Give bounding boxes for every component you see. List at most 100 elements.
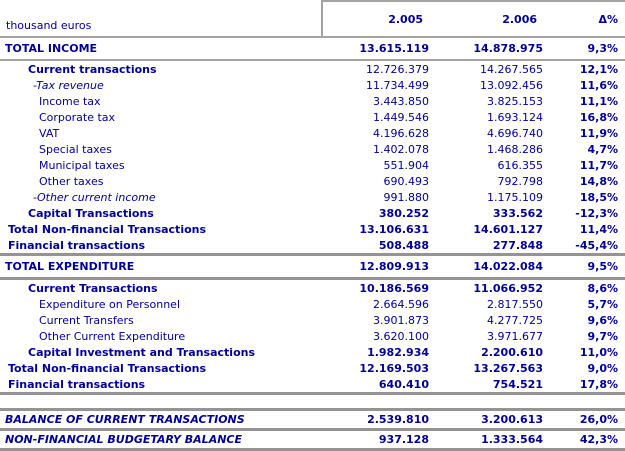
row-label: Expenditure on Personnel bbox=[39, 297, 181, 311]
value-2005: 13.615.119 bbox=[322, 37, 430, 61]
row-label: Corporate tax bbox=[39, 110, 116, 124]
row-non-financial-budgetary-balance: NON-FINANCIAL BUDGETARY BALANCE 937.128 … bbox=[0, 429, 625, 451]
value-delta: 8,6% bbox=[587, 281, 618, 295]
value-2006: 2.817.550 bbox=[487, 297, 543, 311]
row-special-taxes: Special taxes 1.402.078 1.468.286 4,7% bbox=[0, 141, 625, 157]
row-capital-investment-and-transactions: Capital Investment and Transactions 1.98… bbox=[0, 344, 625, 360]
value-2005: 3.901.873 bbox=[373, 313, 429, 327]
row-label: Income tax bbox=[39, 94, 101, 108]
value-2006: 3.200.613 bbox=[430, 409, 544, 431]
value-delta: 16,8% bbox=[579, 110, 618, 124]
spacer-cell bbox=[430, 393, 544, 411]
column-header-2005: 2.005 bbox=[321, 0, 430, 38]
value-delta: 9,0% bbox=[587, 361, 618, 375]
spacer-cell bbox=[544, 393, 625, 411]
row-total-expenditure: TOTAL EXPENDITURE 12.809.913 14.022.084 … bbox=[0, 253, 625, 280]
value-2005: 12.726.379 bbox=[366, 62, 429, 76]
value-delta: 17,8% bbox=[544, 376, 625, 395]
value-delta: 11,6% bbox=[579, 78, 618, 92]
row-balance-of-current-transactions: BALANCE OF CURRENT TRANSACTIONS 2.539.81… bbox=[0, 409, 625, 431]
value-2005: 690.493 bbox=[383, 174, 430, 188]
row-label: NON-FINANCIAL BUDGETARY BALANCE bbox=[0, 429, 322, 451]
row-label: BALANCE OF CURRENT TRANSACTIONS bbox=[0, 409, 322, 431]
value-2006: 14.878.975 bbox=[430, 37, 544, 61]
value-delta: 42,3% bbox=[544, 429, 625, 451]
row-current-transfers: Current Transfers 3.901.873 4.277.725 9,… bbox=[0, 312, 625, 328]
row-label: VAT bbox=[39, 126, 60, 140]
row-label: TOTAL EXPENDITURE bbox=[0, 253, 322, 280]
row-capital-transactions: Capital Transactions 380.252 333.562 -12… bbox=[0, 205, 625, 221]
value-2006: 1.693.124 bbox=[487, 110, 543, 124]
value-delta: 9,5% bbox=[544, 253, 625, 280]
value-2005: 380.252 bbox=[378, 206, 429, 220]
row-label: Financial transactions bbox=[0, 376, 322, 395]
row-label: Current Transactions bbox=[28, 281, 158, 295]
value-2005: 640.410 bbox=[322, 376, 430, 395]
row-label: Other taxes bbox=[39, 174, 104, 188]
value-2006: 4.277.725 bbox=[487, 313, 543, 327]
row-label: Capital Transactions bbox=[28, 206, 154, 220]
value-2006: 4.696.740 bbox=[487, 126, 543, 140]
row-total-income: TOTAL INCOME 13.615.119 14.878.975 9,3% bbox=[0, 37, 625, 61]
value-2005: 508.488 bbox=[378, 238, 429, 252]
row-tax-revenue: -Tax revenue 11.734.499 13.092.456 11,6% bbox=[0, 77, 625, 93]
value-delta: 11,9% bbox=[579, 126, 618, 140]
value-2006: 3.971.677 bbox=[487, 329, 543, 343]
value-delta: 9,7% bbox=[587, 329, 618, 343]
value-delta: -45,4% bbox=[575, 238, 618, 252]
value-2006: 14.022.084 bbox=[430, 253, 544, 280]
value-delta: 4,7% bbox=[587, 142, 618, 156]
value-2005: 2.539.810 bbox=[322, 409, 430, 431]
value-2005: 1.402.078 bbox=[373, 142, 429, 156]
value-2005: 12.169.503 bbox=[359, 361, 429, 375]
value-2006: 1.175.109 bbox=[487, 190, 543, 204]
row-other-taxes: Other taxes 690.493 792.798 14,8% bbox=[0, 173, 625, 189]
value-delta: 9,6% bbox=[587, 313, 618, 327]
value-delta: 9,3% bbox=[544, 37, 625, 61]
column-header-2006: 2.006 bbox=[430, 0, 544, 38]
row-expenditure-on-personnel: Expenditure on Personnel 2.664.596 2.817… bbox=[0, 296, 625, 312]
value-2006: 11.066.952 bbox=[473, 281, 543, 295]
value-delta: 5,7% bbox=[587, 297, 618, 311]
value-2006: 754.521 bbox=[430, 376, 544, 395]
value-2006: 1.468.286 bbox=[487, 142, 543, 156]
value-2005: 12.809.913 bbox=[322, 253, 430, 280]
row-corporate-tax: Corporate tax 1.449.546 1.693.124 16,8% bbox=[0, 109, 625, 125]
value-delta: 11,7% bbox=[579, 158, 618, 172]
value-delta: 12,1% bbox=[579, 62, 618, 76]
value-delta: 11,0% bbox=[579, 345, 618, 359]
value-2006: 13.092.456 bbox=[480, 78, 543, 92]
column-header-delta-percent: Δ% bbox=[544, 0, 625, 38]
row-total-nonfinancial-expenditure: Total Non-financial Transactions 12.169.… bbox=[0, 360, 625, 376]
row-current-transactions-income: Current transactions 12.726.379 14.267.5… bbox=[0, 60, 625, 77]
value-2005: 3.443.850 bbox=[373, 94, 429, 108]
row-label: -Tax revenue bbox=[33, 78, 104, 92]
value-2006: 792.798 bbox=[497, 174, 544, 188]
row-label: -Other current income bbox=[33, 190, 156, 204]
row-label: Special taxes bbox=[39, 142, 112, 156]
row-other-current-income: -Other current income 991.880 1.175.109 … bbox=[0, 189, 625, 205]
value-delta: 18,5% bbox=[579, 190, 618, 204]
row-vat: VAT 4.196.628 4.696.740 11,9% bbox=[0, 125, 625, 141]
value-delta: 26,0% bbox=[544, 409, 625, 431]
row-total-nonfinancial-income: Total Non-financial Transactions 13.106.… bbox=[0, 221, 625, 237]
value-2005: 13.106.631 bbox=[359, 222, 429, 236]
value-2006: 13.267.563 bbox=[473, 361, 543, 375]
spacer-row bbox=[0, 393, 625, 411]
row-label: Current transactions bbox=[28, 62, 157, 76]
value-2005: 991.880 bbox=[383, 190, 430, 204]
spacer-cell bbox=[322, 393, 430, 411]
row-financial-transactions-income: Financial transactions 508.488 277.848 -… bbox=[0, 237, 625, 255]
value-delta: 11,4% bbox=[579, 222, 618, 236]
row-label: Financial transactions bbox=[8, 238, 146, 252]
value-2005: 937.128 bbox=[322, 429, 430, 451]
row-financial-transactions-expenditure: Financial transactions 640.410 754.521 1… bbox=[0, 376, 625, 395]
row-label: Total Non-financial Transactions bbox=[8, 361, 207, 375]
value-2005: 2.664.596 bbox=[373, 297, 429, 311]
row-label: Capital Investment and Transactions bbox=[28, 345, 256, 359]
value-delta: 14,8% bbox=[579, 174, 618, 188]
unit-label: thousand euros bbox=[0, 1, 322, 38]
value-2006: 3.825.153 bbox=[487, 94, 543, 108]
value-2006: 277.848 bbox=[492, 238, 543, 252]
